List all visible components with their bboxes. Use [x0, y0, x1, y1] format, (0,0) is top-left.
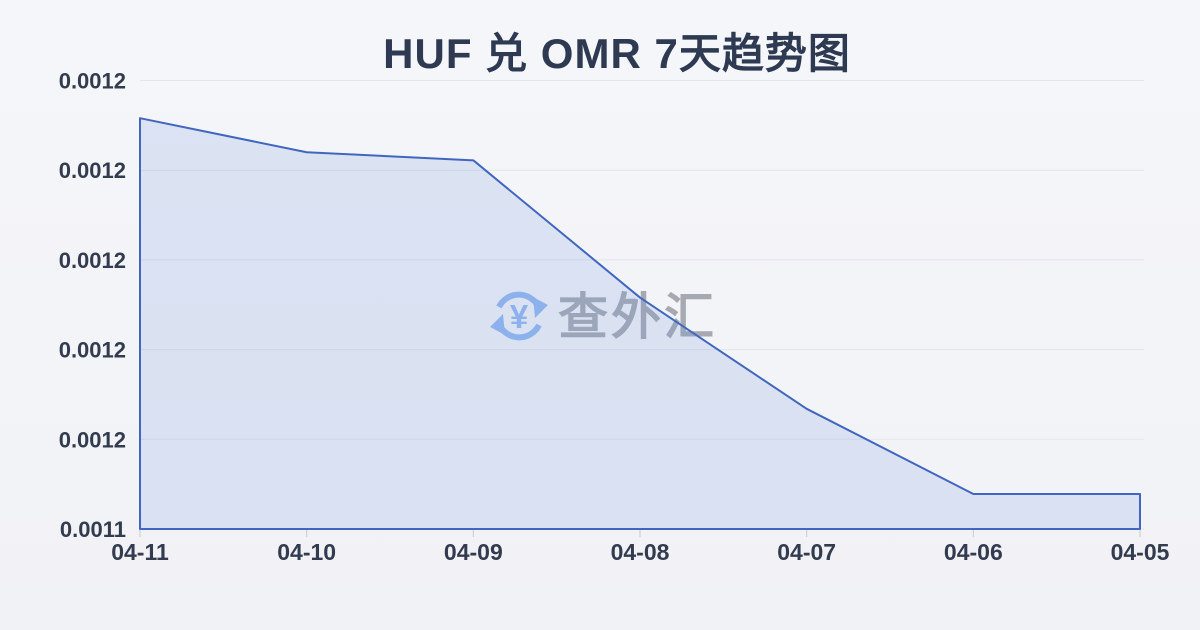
x-axis-tick-label: 04-06: [944, 539, 1003, 565]
x-axis-tick-label: 04-10: [277, 539, 336, 565]
y-axis-tick-label: 0.0012: [59, 158, 126, 183]
x-axis-tick-label: 04-07: [777, 539, 836, 565]
y-axis-tick-label: 0.0012: [59, 69, 126, 94]
y-axis-tick-label: 0.0012: [59, 427, 126, 452]
x-axis-tick-label: 04-08: [611, 539, 670, 565]
chart-title: HUF 兑 OMR 7天趋势图: [383, 30, 851, 77]
currency-exchange-icon: ¥: [490, 291, 548, 341]
watermark-text: 查外汇: [558, 289, 717, 345]
y-axis-tick-label: 0.0011: [60, 517, 126, 542]
area-series: [139, 117, 1141, 530]
trend-area: [139, 117, 1141, 530]
x-axis-tick-label: 04-05: [1111, 539, 1170, 565]
y-axis-tick-label: 0.0012: [59, 248, 126, 273]
x-axis-tick-label: 04-09: [444, 539, 503, 565]
yuan-symbol: ¥: [510, 298, 529, 335]
y-axis-tick-label: 0.0012: [59, 338, 126, 363]
x-axis-tick-label: 04-11: [111, 539, 169, 565]
axes: 0.00120.00120.00120.00120.00120.001104-1…: [59, 69, 1170, 566]
watermark: ¥ 查外汇: [490, 289, 717, 345]
